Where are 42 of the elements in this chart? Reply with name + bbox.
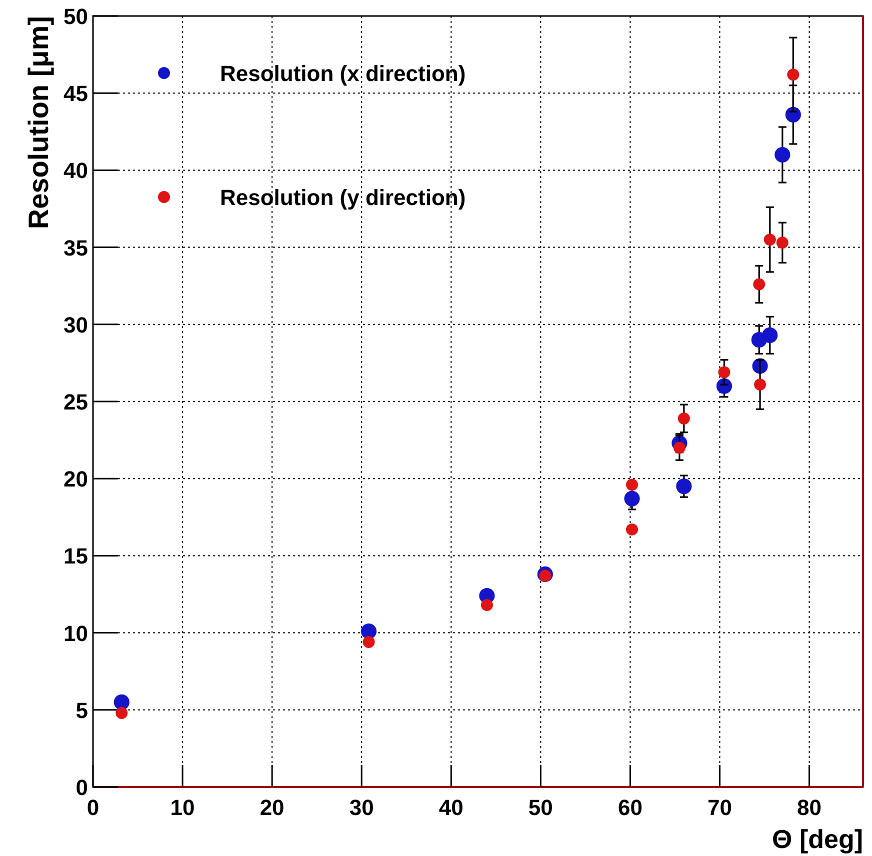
y-tick-label: 30 <box>64 312 88 338</box>
x-tick-label: 40 <box>438 795 464 820</box>
y-tick-label: 35 <box>64 235 88 260</box>
y-tick-label: 0 <box>76 775 88 800</box>
y-tick-label: 50 <box>64 4 88 29</box>
y-tick-label: 40 <box>64 158 88 184</box>
point <box>764 234 776 246</box>
x-tick-label: 30 <box>349 795 374 820</box>
point <box>626 523 638 536</box>
point <box>624 490 640 506</box>
y-tick-label: 45 <box>64 81 88 106</box>
y-axis-title: Resolution [μm] <box>23 16 54 230</box>
x-tick-label: 10 <box>170 795 195 820</box>
point <box>673 442 686 454</box>
point <box>626 478 638 491</box>
y-tick-label: 10 <box>64 620 88 646</box>
point <box>774 146 790 163</box>
legend-label: Resolution (x direction) <box>220 61 466 86</box>
legend-label: Resolution (y direction) <box>220 185 466 210</box>
y-tick-label: 25 <box>64 390 88 414</box>
x-tick-label: 80 <box>797 795 822 820</box>
point <box>787 68 800 81</box>
x-tick-label: 70 <box>708 795 732 820</box>
x-tick-label: 50 <box>528 795 553 820</box>
point <box>362 636 375 648</box>
y-tick-label: 5 <box>76 698 88 723</box>
point <box>360 623 377 640</box>
y-tick-label: 15 <box>64 544 88 569</box>
point <box>114 694 130 710</box>
point <box>116 706 128 719</box>
point <box>754 378 766 391</box>
point <box>776 236 788 249</box>
point <box>753 278 766 290</box>
point <box>676 478 692 494</box>
point <box>678 412 690 424</box>
x-tick-label: 60 <box>618 795 642 820</box>
x-axis-title: Θ [deg] <box>772 824 863 854</box>
point <box>718 366 730 378</box>
point <box>762 327 778 343</box>
y-tick-label: 20 <box>64 466 88 492</box>
x-tick-label: 20 <box>260 795 284 820</box>
point <box>480 599 493 612</box>
